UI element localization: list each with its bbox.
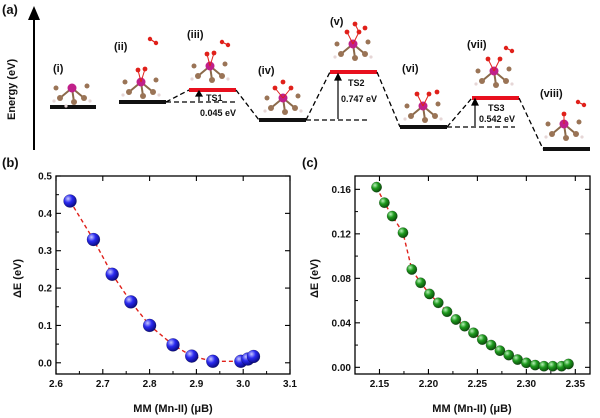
ts-labels: TS1 0.045 eV TS2 0.747 eV TS3 0.542 eV bbox=[200, 78, 515, 124]
x-tick-label: 2.35 bbox=[566, 379, 586, 390]
x-tick-label: 3.0 bbox=[236, 379, 250, 390]
data-point bbox=[184, 349, 199, 363]
x-tick-label: 2.25 bbox=[468, 379, 488, 390]
series-line bbox=[375, 186, 569, 367]
x-tick-label: 2.6 bbox=[49, 379, 63, 390]
energy-axis-label: Energy (eV) bbox=[6, 59, 18, 120]
plot-c-tick-labels: 2.15 2.20 2.25 2.30 2.35 0.00 0.04 0.08 0.12 0.16 bbox=[332, 185, 586, 390]
structure-viii-illustration bbox=[544, 99, 587, 141]
x-tick-label: 2.9 bbox=[189, 379, 203, 390]
state-label-iv: (iv) bbox=[258, 65, 275, 77]
panel-a-label: (a) bbox=[2, 2, 18, 17]
x-tick-label: 2.8 bbox=[143, 379, 157, 390]
state-label-ii: (ii) bbox=[114, 41, 128, 53]
panel-b: (b) 2.6 2.7 2.8 2.9 3.0 3.1 0.0 0.1 0.2 0.3 0.4 0.5… bbox=[2, 155, 297, 415]
energy-connectors bbox=[165, 71, 544, 150]
y-tick-label: 0.12 bbox=[332, 229, 352, 240]
y-tick-label: 0.0 bbox=[38, 358, 52, 369]
structure-v-illustration bbox=[333, 21, 373, 61]
structure-ii-illustration bbox=[121, 36, 161, 99]
y-tick-label: 0.00 bbox=[332, 363, 352, 374]
data-point bbox=[206, 354, 220, 369]
data-point bbox=[246, 349, 261, 364]
data-point bbox=[450, 314, 462, 325]
structure-iv-illustration bbox=[263, 79, 303, 115]
data-point bbox=[371, 181, 382, 193]
ts2-label: TS2 bbox=[348, 78, 365, 88]
series-line bbox=[69, 200, 254, 362]
state-label-viii: (viii) bbox=[540, 88, 563, 100]
data-point bbox=[415, 277, 427, 289]
panel-b-label: (b) bbox=[2, 155, 19, 170]
plot-c-series bbox=[371, 181, 574, 372]
data-point bbox=[432, 297, 444, 309]
state-label-i: (i) bbox=[53, 63, 64, 75]
plot-b-x-axis-label: MM (Mn-II) (μB) bbox=[133, 403, 213, 415]
data-point bbox=[142, 318, 157, 333]
panel-a: (a) Energy (eV) bbox=[2, 2, 590, 151]
plot-c-x-axis-label: MM (Mn-II) (μB) bbox=[432, 403, 512, 415]
structure-vii-illustration bbox=[474, 45, 515, 88]
data-point bbox=[63, 194, 77, 208]
data-point bbox=[166, 338, 180, 352]
data-point bbox=[378, 197, 390, 209]
state-label-vi: (vi) bbox=[402, 63, 419, 75]
data-point bbox=[459, 320, 471, 332]
data-point bbox=[397, 227, 409, 239]
data-point bbox=[476, 334, 488, 345]
data-point bbox=[86, 232, 101, 247]
ts1-label: TS1 bbox=[206, 93, 223, 103]
y-tick-label: 0.3 bbox=[38, 246, 52, 257]
plot-b-ticks bbox=[55, 175, 291, 374]
y-tick-label: 0.08 bbox=[332, 274, 352, 285]
data-point bbox=[441, 306, 453, 318]
state-label-iii: (iii) bbox=[187, 29, 204, 41]
ts1-barrier: 0.045 eV bbox=[200, 108, 236, 118]
molecular-structures bbox=[52, 21, 587, 141]
data-point bbox=[485, 339, 497, 351]
ts3-label: TS3 bbox=[488, 103, 505, 113]
data-point bbox=[494, 345, 506, 357]
x-tick-label: 2.30 bbox=[517, 379, 537, 390]
data-point bbox=[124, 295, 138, 309]
x-tick-label: 2.20 bbox=[419, 379, 439, 390]
structure-vi-illustration bbox=[403, 89, 443, 123]
y-tick-label: 0.04 bbox=[332, 318, 352, 329]
y-tick-label: 0.1 bbox=[38, 321, 52, 332]
x-tick-label: 2.15 bbox=[370, 379, 390, 390]
ts2-barrier: 0.747 eV bbox=[341, 94, 377, 104]
y-tick-label: 0.5 bbox=[38, 172, 52, 183]
plot-b-y-axis-label: ΔE (eV) bbox=[12, 259, 24, 298]
panel-c: (c) 2.15 2.20 2.25 2.30 2.35 0.00 0.04 0.08 0.12… bbox=[302, 155, 591, 415]
panel-c-label: (c) bbox=[302, 155, 318, 170]
state-label-v: (v) bbox=[330, 16, 344, 28]
plot-c-ticks bbox=[355, 176, 590, 374]
structure-i-illustration bbox=[52, 83, 92, 108]
energy-levels bbox=[50, 70, 590, 151]
barrier-arrows bbox=[194, 72, 479, 126]
y-tick-label: 0.4 bbox=[38, 209, 52, 220]
ts3-barrier: 0.542 eV bbox=[479, 114, 515, 124]
data-point bbox=[468, 327, 479, 339]
data-point bbox=[406, 263, 418, 275]
plot-c-frame bbox=[354, 175, 591, 375]
plot-b-series bbox=[63, 194, 261, 369]
data-point bbox=[386, 210, 398, 222]
plot-b-tick-labels: 2.6 2.7 2.8 2.9 3.0 3.1 0.0 0.1 0.2 0.3 0.4 0.5 bbox=[38, 172, 297, 391]
structure-iii-illustration bbox=[190, 39, 231, 83]
plot-c-y-axis-label: ΔE (eV) bbox=[309, 259, 321, 298]
state-labels: (i) (ii) (iii) (iv) (v) (vi) (vii) (viii… bbox=[53, 16, 563, 100]
y-tick-label: 0.16 bbox=[332, 185, 352, 196]
data-point bbox=[105, 267, 119, 282]
data-point bbox=[503, 349, 515, 361]
x-tick-label: 3.1 bbox=[283, 379, 297, 390]
y-tick-label: 0.2 bbox=[38, 284, 52, 295]
data-point bbox=[563, 358, 574, 370]
data-point bbox=[423, 288, 435, 300]
state-label-vii: (vii) bbox=[467, 39, 487, 51]
x-tick-label: 2.7 bbox=[96, 379, 110, 390]
energy-axis-arrowhead bbox=[28, 6, 40, 20]
